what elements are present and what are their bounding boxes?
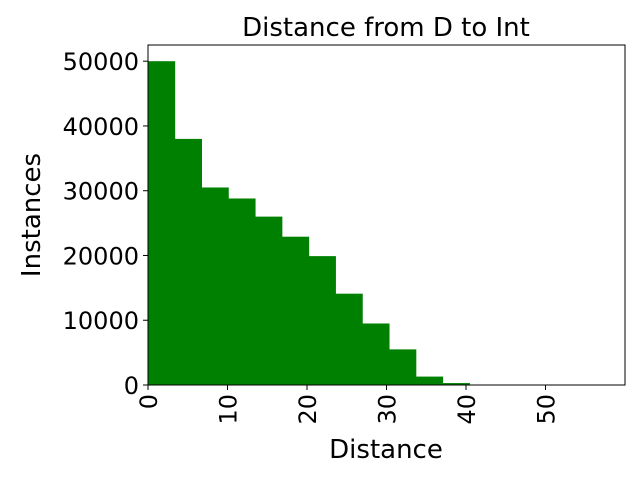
histogram-bar <box>228 198 256 385</box>
histogram-bar <box>255 216 283 385</box>
histogram-bar <box>148 61 176 385</box>
x-axis-label: Distance <box>329 435 443 465</box>
histogram-bar <box>335 293 363 385</box>
x-axis-ticks: 0 10 20 30 40 50 <box>135 385 561 425</box>
chart-title: Distance from D to Int <box>242 13 530 43</box>
histogram-bar <box>442 383 470 385</box>
y-tick-label: 30000 <box>63 178 139 206</box>
histogram-bar <box>201 187 229 385</box>
x-tick-label: 0 <box>135 394 163 409</box>
x-tick-label: 30 <box>374 394 402 425</box>
histogram-bar <box>415 376 444 385</box>
x-tick-label: 20 <box>294 394 322 425</box>
x-tick-label: 10 <box>215 394 243 425</box>
bars-group <box>148 61 604 385</box>
y-axis-ticks: 0 10000 20000 30000 40000 50000 <box>63 48 148 400</box>
histogram-bar <box>308 256 336 385</box>
y-tick-label: 0 <box>124 372 139 400</box>
x-tick-label: 40 <box>453 394 481 425</box>
y-axis-label: Instances <box>17 153 47 277</box>
histogram-bar <box>389 349 417 385</box>
y-tick-label: 50000 <box>63 48 139 76</box>
x-tick-label: 50 <box>533 394 561 425</box>
y-tick-label: 20000 <box>63 242 139 270</box>
histogram-bar <box>174 138 202 385</box>
y-tick-label: 10000 <box>63 307 139 335</box>
histogram-bar <box>362 323 390 385</box>
y-tick-label: 40000 <box>63 113 139 141</box>
histogram-bar <box>281 236 310 385</box>
